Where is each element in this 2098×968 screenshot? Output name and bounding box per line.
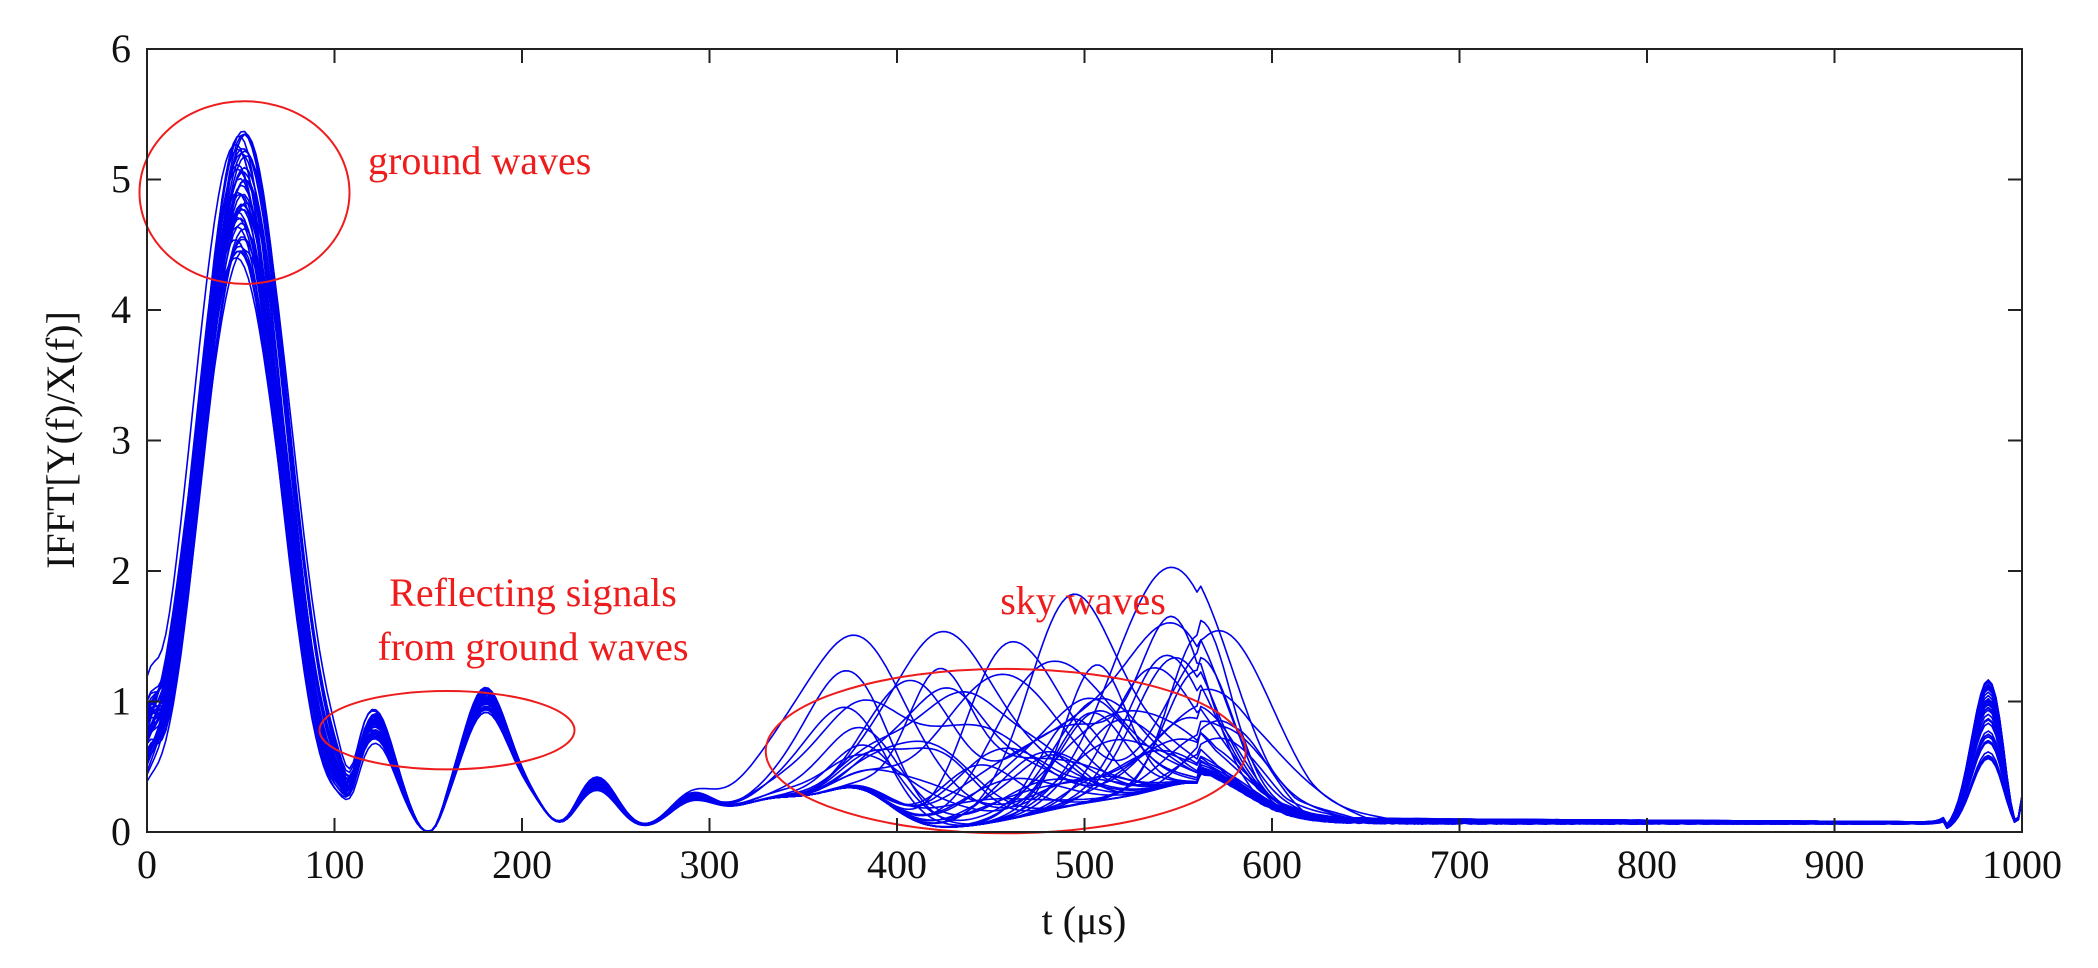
- reflect-annotation-label: Reflecting signals: [389, 570, 677, 615]
- x-tick-label: 1000: [1982, 842, 2062, 887]
- y-tick-label: 6: [111, 26, 131, 71]
- y-tick-label: 5: [111, 157, 131, 202]
- reflect-ellipse: [318, 690, 576, 771]
- y-tick-label: 2: [111, 548, 131, 593]
- tick-layer: 0 100 200 300 400 500 600 700 800 900 1000 0 1 2 3 4 5 6: [111, 26, 2062, 887]
- y-tick-label: 4: [111, 287, 131, 332]
- x-tick-label: 200: [492, 842, 552, 887]
- y-axis-label: IFFT[Y(f)/X(f)]: [38, 311, 83, 569]
- reflect-annotation-label: from ground waves: [377, 624, 688, 669]
- y-tick-label: 0: [111, 809, 131, 854]
- x-tick-label: 500: [1055, 842, 1115, 887]
- series-line: [146, 130, 2023, 833]
- x-axis-label: t (μs): [1042, 898, 1127, 943]
- series-line: [146, 133, 2023, 833]
- x-tick-label: 900: [1805, 842, 1865, 887]
- ground-ellipse: [138, 100, 351, 285]
- x-tick-label: 300: [680, 842, 740, 887]
- x-tick-label: 100: [305, 842, 365, 887]
- y-tick-label: 3: [111, 418, 131, 463]
- x-tick-label: 700: [1430, 842, 1490, 887]
- sky-annotation-label: sky waves: [1000, 578, 1166, 623]
- series-layer: [146, 130, 2023, 833]
- x-tick-label: 600: [1242, 842, 1302, 887]
- sky-ellipse: [764, 667, 1247, 835]
- x-tick-label: 800: [1617, 842, 1677, 887]
- ground-annotation-label: ground waves: [368, 138, 591, 183]
- x-tick-label: 400: [867, 842, 927, 887]
- annotation-layer: ground waves Reflecting signals from groun…: [138, 100, 1247, 835]
- x-tick-label: 0: [137, 842, 157, 887]
- y-tick-label: 1: [111, 679, 131, 724]
